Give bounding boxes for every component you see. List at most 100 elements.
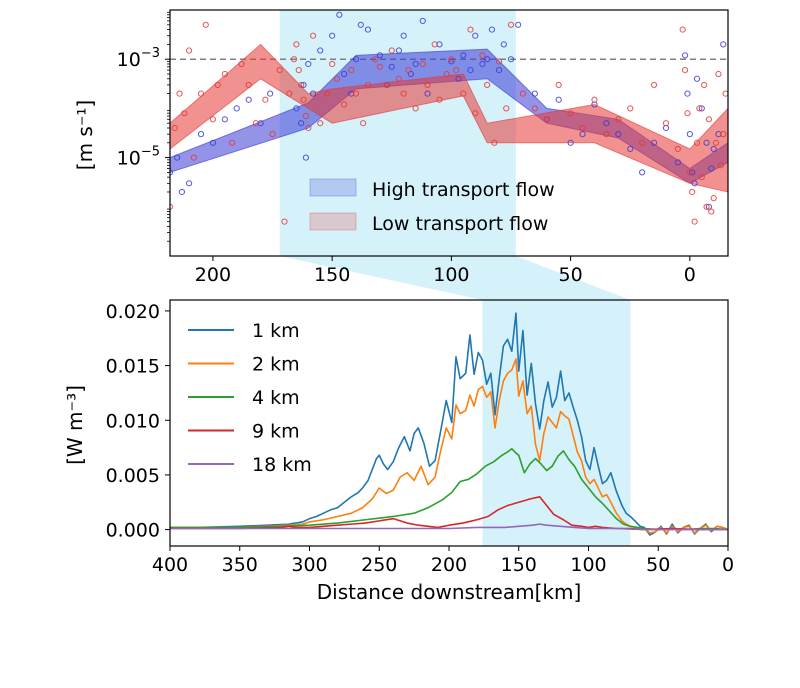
scatter-point-high bbox=[336, 11, 343, 18]
scatter-point-high bbox=[531, 90, 538, 97]
scatter-point-low bbox=[171, 124, 178, 132]
scatter-point-low bbox=[329, 60, 336, 68]
scatter-point-high bbox=[488, 26, 496, 33]
scatter-point-low bbox=[295, 67, 302, 74]
scatter-point-low bbox=[693, 139, 701, 146]
scatter-point-low bbox=[708, 208, 715, 215]
scatter-point-low bbox=[720, 131, 727, 138]
scatter-point-high bbox=[245, 96, 252, 103]
legend-swatch-high bbox=[309, 178, 357, 197]
scatter-point-high bbox=[364, 26, 372, 33]
scatter-point-low bbox=[400, 90, 407, 97]
scatter-point-low bbox=[679, 26, 686, 33]
scatter-point-high bbox=[720, 41, 727, 48]
top-y-tick-label: 10−5 bbox=[117, 145, 160, 170]
scatter-point-low bbox=[495, 58, 503, 65]
scatter-point-low bbox=[300, 96, 307, 103]
scatter-point-low bbox=[185, 47, 193, 54]
scatter-point-low bbox=[472, 110, 479, 117]
scatter-point-high bbox=[689, 169, 696, 176]
scatter-point-low bbox=[710, 195, 717, 202]
scatter-point-high bbox=[197, 131, 205, 138]
scatter-point-high bbox=[579, 131, 586, 138]
bottom-x-tick-label: 400 bbox=[152, 554, 188, 576]
scatter-point-low bbox=[531, 105, 538, 112]
scatter-point-high bbox=[400, 32, 407, 39]
scatter-point-low bbox=[591, 96, 598, 103]
scatter-point-high bbox=[479, 60, 486, 68]
top-panel: 200 150 100 50 0 10−3 10−5 [m s⁻¹] bbox=[73, 9, 729, 286]
line-series-18-km bbox=[170, 523, 728, 531]
scatter-point-high bbox=[352, 56, 360, 63]
scatter-point-high bbox=[412, 60, 419, 68]
scatter-point-high bbox=[340, 70, 348, 78]
scatter-point-high bbox=[705, 203, 713, 210]
scatter-point-low bbox=[364, 81, 372, 89]
scatter-point-low bbox=[674, 145, 682, 153]
scatter-point-low bbox=[579, 124, 586, 132]
scatter-point-high bbox=[567, 139, 574, 146]
scatter-point-low bbox=[348, 67, 355, 74]
scatter-point-high bbox=[395, 47, 403, 54]
scatter-point-low bbox=[181, 110, 188, 117]
top-x-tick-label: 0 bbox=[684, 264, 696, 286]
highlight-connector bbox=[279, 256, 631, 300]
scatter-point-high bbox=[472, 32, 479, 39]
top-axes: 200 150 100 50 0 10−3 10−5 bbox=[117, 9, 729, 286]
legend-label-4-km: 4 km bbox=[252, 387, 300, 409]
scatter-point-low bbox=[715, 70, 722, 78]
scatter-point-low bbox=[221, 70, 228, 78]
scatter-point-high bbox=[448, 58, 455, 65]
scatter-point-low bbox=[383, 81, 391, 89]
scatter-point-low bbox=[443, 70, 450, 78]
scatter-point-low bbox=[503, 105, 510, 112]
scatter-point-high bbox=[302, 154, 310, 161]
legend-label-2-km: 2 km bbox=[252, 354, 300, 376]
bottom-x-tick-label: 0 bbox=[722, 554, 734, 576]
scatter-point-low bbox=[484, 81, 491, 89]
scatter-point-high bbox=[170, 169, 174, 176]
scatter-point-high bbox=[507, 56, 515, 63]
scatter-point-high bbox=[691, 180, 698, 187]
legend-label-low: Low transport flow bbox=[372, 213, 548, 235]
scatter-point-low bbox=[340, 101, 348, 108]
scatter-point-low bbox=[202, 21, 209, 28]
scatter-point-low bbox=[684, 110, 691, 117]
scatter-point-high bbox=[500, 41, 507, 48]
scatter-point-high bbox=[388, 63, 395, 70]
scatter-point-high bbox=[309, 90, 317, 97]
bottom-y-tick-label: 0.005 bbox=[106, 465, 160, 487]
scatter-point-low bbox=[627, 105, 634, 112]
bottom-x-tick-label: 200 bbox=[431, 554, 467, 576]
bottom-y-tick-label: 0.010 bbox=[106, 410, 160, 432]
bottom-legend: 1 km 2 km 4 km 9 km 18 km bbox=[188, 320, 312, 476]
scatter-point-low bbox=[293, 41, 300, 48]
scatter-point-low bbox=[717, 162, 724, 169]
scatter-point-low bbox=[424, 81, 431, 89]
scatter-point-high bbox=[455, 75, 462, 82]
scatter-point-low bbox=[436, 96, 443, 103]
scatter-point-low bbox=[698, 174, 705, 181]
scatter-point-high bbox=[484, 56, 491, 63]
scatter-point-high bbox=[329, 32, 336, 39]
line-series-2-km bbox=[170, 358, 728, 534]
scatter-point-low bbox=[519, 90, 527, 97]
scatter-point-low bbox=[176, 90, 183, 97]
scatter-point-low bbox=[371, 56, 379, 63]
scatter-point-low bbox=[662, 120, 670, 127]
scatter-point-low bbox=[567, 110, 574, 117]
scatter-point-low bbox=[190, 154, 197, 161]
scatter-point-high bbox=[317, 47, 324, 54]
scatter-point-high bbox=[515, 21, 522, 28]
scatter-point-low bbox=[395, 75, 403, 82]
bottom-x-tick-label: 100 bbox=[570, 554, 606, 576]
scatter-point-low bbox=[305, 124, 312, 132]
scatter-point-low bbox=[650, 81, 658, 89]
legend-label-high: High transport flow bbox=[372, 179, 555, 201]
top-x-tick-label: 150 bbox=[314, 264, 350, 286]
scatter-point-high bbox=[293, 105, 300, 112]
top-x-tick-label: 50 bbox=[559, 264, 583, 286]
scatter-point-low bbox=[615, 116, 622, 123]
scatter-point-high bbox=[221, 116, 228, 123]
bottom-y-axis-label: [W m⁻³] bbox=[63, 385, 87, 465]
